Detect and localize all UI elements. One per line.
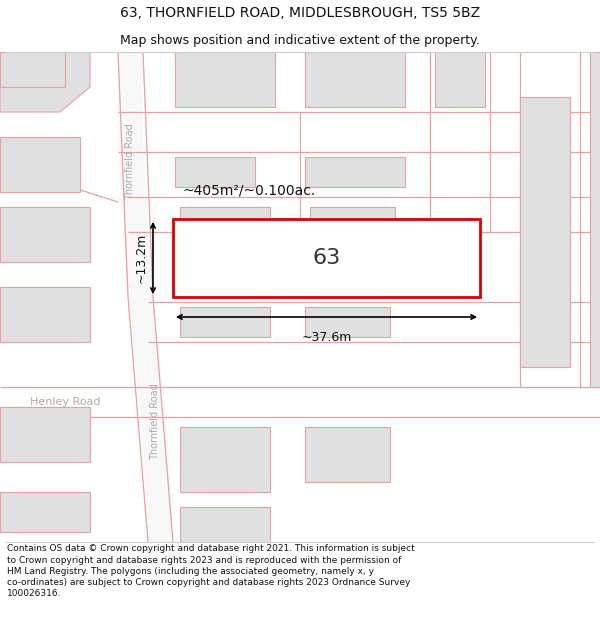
Bar	[173, 219, 480, 297]
Text: Thornfield Road: Thornfield Road	[150, 384, 160, 461]
Text: Thornfield Road: Thornfield Road	[125, 124, 135, 201]
Text: ~13.2m: ~13.2m	[135, 233, 148, 283]
Bar	[590, 52, 600, 387]
Bar	[310, 207, 395, 267]
Text: ~37.6m: ~37.6m	[301, 331, 352, 344]
Polygon shape	[128, 297, 173, 542]
Text: ~405m²/~0.100ac.: ~405m²/~0.100ac.	[183, 184, 316, 198]
Text: 63: 63	[313, 248, 341, 268]
Text: Henley Road: Henley Road	[30, 397, 100, 407]
Bar	[305, 307, 390, 337]
Bar	[305, 157, 405, 187]
Bar	[180, 427, 270, 492]
Text: Contains OS data © Crown copyright and database right 2021. This information is : Contains OS data © Crown copyright and d…	[7, 544, 415, 598]
Bar	[0, 207, 90, 262]
Bar	[175, 157, 255, 187]
Bar	[180, 207, 270, 277]
Bar	[305, 427, 390, 482]
Bar	[0, 52, 65, 87]
Bar	[520, 97, 570, 367]
Bar	[0, 492, 90, 532]
Text: 63, THORNFIELD ROAD, MIDDLESBROUGH, TS5 5BZ: 63, THORNFIELD ROAD, MIDDLESBROUGH, TS5 …	[120, 6, 480, 20]
Polygon shape	[0, 52, 90, 112]
Bar	[180, 307, 270, 337]
Bar	[0, 407, 90, 462]
Bar	[0, 287, 90, 342]
Bar	[0, 137, 80, 192]
Polygon shape	[590, 52, 600, 387]
Bar	[435, 52, 485, 107]
Text: Map shows position and indicative extent of the property.: Map shows position and indicative extent…	[120, 34, 480, 47]
Polygon shape	[118, 52, 153, 297]
Bar	[175, 52, 275, 107]
Bar	[305, 52, 405, 107]
Bar	[180, 507, 270, 542]
